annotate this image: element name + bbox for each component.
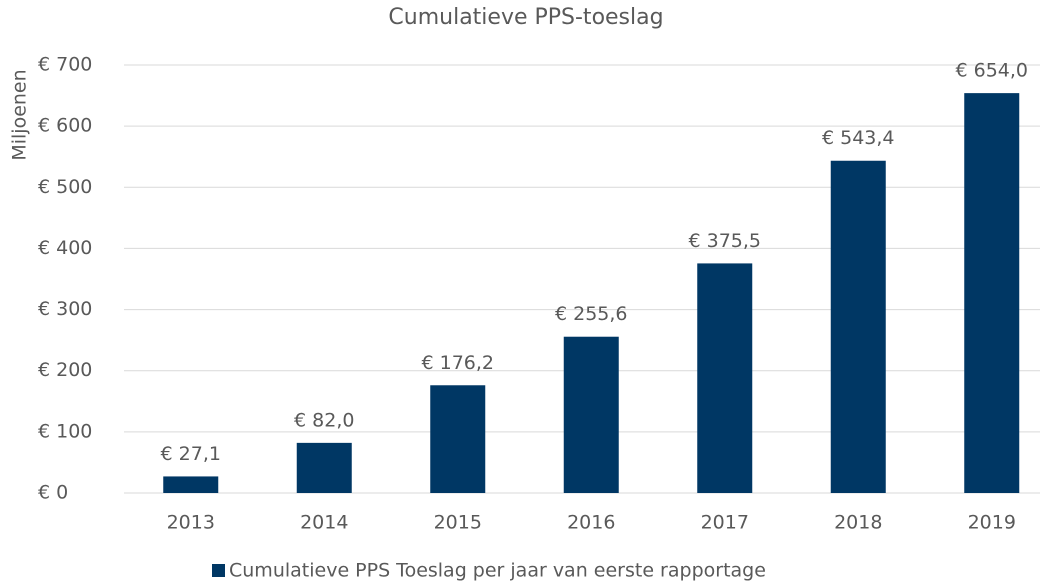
data-label: € 654,0 bbox=[955, 60, 1028, 82]
y-axis-title: Miljoenen bbox=[9, 69, 31, 160]
bar bbox=[296, 442, 352, 493]
y-tick-label: € 700 bbox=[38, 54, 92, 76]
y-tick-label: € 400 bbox=[38, 237, 92, 259]
x-tick-label: 2015 bbox=[434, 512, 482, 534]
data-label: € 176,2 bbox=[421, 352, 494, 374]
x-tick-label: 2013 bbox=[167, 512, 215, 534]
y-tick-label: € 600 bbox=[38, 115, 92, 137]
bar bbox=[163, 476, 219, 493]
legend-swatch bbox=[212, 564, 225, 577]
data-label: € 27,1 bbox=[161, 443, 221, 465]
data-label: € 375,5 bbox=[688, 230, 761, 252]
x-tick-label: 2016 bbox=[567, 512, 615, 534]
data-label: € 255,6 bbox=[555, 303, 628, 325]
bar bbox=[830, 160, 886, 494]
y-tick-label: € 500 bbox=[38, 176, 92, 198]
x-tick-label: 2017 bbox=[701, 512, 749, 534]
x-tick-label: 2018 bbox=[834, 512, 882, 534]
legend-label: Cumulatieve PPS Toeslag per jaar van eer… bbox=[229, 560, 766, 582]
data-label: € 82,0 bbox=[294, 409, 354, 431]
bar bbox=[697, 263, 753, 493]
bar bbox=[430, 385, 486, 493]
x-tick-label: 2019 bbox=[968, 512, 1016, 534]
y-tick-label: € 100 bbox=[38, 420, 92, 442]
y-tick-label: € 300 bbox=[38, 298, 92, 320]
bar bbox=[563, 336, 619, 493]
bar bbox=[964, 93, 1020, 493]
y-tick-label: € 0 bbox=[38, 482, 68, 504]
y-tick-label: € 200 bbox=[38, 359, 92, 381]
chart-title: Cumulatieve PPS-toeslag bbox=[388, 5, 663, 30]
x-tick-label: 2014 bbox=[300, 512, 348, 534]
data-label: € 543,4 bbox=[822, 127, 895, 149]
